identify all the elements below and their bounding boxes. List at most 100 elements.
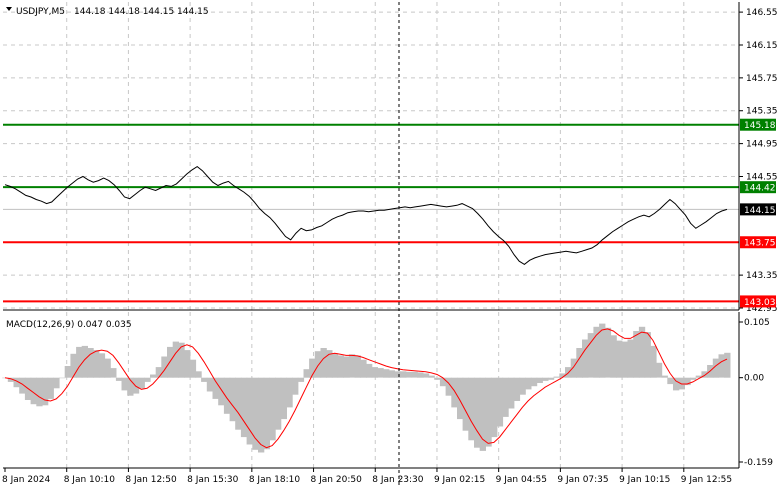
macd-bar bbox=[19, 377, 26, 394]
macd-bar bbox=[371, 367, 378, 378]
price-series-line bbox=[4, 165, 728, 266]
macd-bar bbox=[206, 377, 214, 392]
current-price-label: 144.15 bbox=[744, 206, 776, 216]
macd-bar bbox=[47, 377, 54, 399]
macd-bar bbox=[542, 377, 549, 381]
macd-bar bbox=[627, 339, 634, 378]
macd-bar bbox=[633, 331, 640, 378]
macd-bar bbox=[212, 377, 219, 399]
macd-bar bbox=[161, 356, 168, 378]
price-tick-label: 145.75 bbox=[746, 74, 778, 84]
time-tick-label: 9 Jan 10:15 bbox=[619, 475, 670, 485]
level-tag-label: 143.75 bbox=[744, 239, 776, 249]
macd-bar bbox=[252, 377, 259, 450]
macd-bar bbox=[582, 339, 589, 378]
price-panel: 146.55 146.15 145.75 145.35 144.95 144.55 143.… bbox=[3, 2, 778, 314]
macd-bar bbox=[195, 371, 202, 378]
macd-bar bbox=[724, 352, 731, 378]
price-tick-label: 145.35 bbox=[746, 107, 778, 117]
macd-axis-ticks: 0.105 0.00 -0.159 bbox=[739, 318, 773, 468]
macd-bar bbox=[201, 377, 208, 382]
macd-bar bbox=[331, 353, 339, 378]
macd-bar bbox=[184, 350, 191, 378]
macd-bar bbox=[87, 348, 94, 378]
macd-bar bbox=[650, 345, 657, 378]
macd-bar bbox=[479, 377, 486, 451]
macd-bar bbox=[644, 332, 651, 378]
macd-bar bbox=[400, 371, 407, 378]
macd-bar bbox=[13, 377, 20, 388]
macd-bar bbox=[360, 359, 367, 378]
macd-bar bbox=[64, 366, 71, 378]
symbol-label: USDJPY,M5 bbox=[16, 7, 65, 17]
macd-bar bbox=[661, 375, 668, 378]
macd-bar bbox=[297, 377, 305, 382]
macd-bar bbox=[610, 335, 617, 378]
macd-bar bbox=[280, 377, 287, 420]
macd-bar bbox=[343, 356, 350, 378]
macd-bar bbox=[638, 326, 646, 378]
ohlc-readout: 144.18 144.18 144.15 144.15 bbox=[74, 7, 209, 17]
macd-bar bbox=[292, 377, 299, 395]
macd-bar bbox=[547, 377, 555, 380]
macd-bar bbox=[155, 367, 162, 378]
macd-bar bbox=[559, 373, 566, 378]
macd-bar bbox=[30, 377, 37, 405]
price-levels bbox=[3, 123, 739, 303]
macd-bar bbox=[712, 358, 720, 378]
macd-panel: 0.105 0.00 -0.159 MACD(12,26,9) 0.047 0.03… bbox=[2, 312, 773, 469]
level-tag-label: 144.42 bbox=[744, 184, 776, 194]
macd-bar bbox=[70, 353, 77, 378]
price-tick-label: 142.95 bbox=[746, 304, 778, 314]
level-tag bbox=[740, 118, 776, 131]
price-tick-label: 144.95 bbox=[746, 140, 778, 150]
macd-bar bbox=[695, 375, 702, 378]
time-tick-label: 8 Jan 18:10 bbox=[249, 475, 301, 485]
macd-bar bbox=[536, 377, 543, 383]
macd-label: MACD(12,26,9) 0.047 0.035 bbox=[6, 320, 132, 330]
macd-bar bbox=[570, 358, 577, 378]
macd-bar bbox=[81, 345, 88, 378]
macd-tick-label: -0.159 bbox=[744, 458, 773, 468]
time-tick-label: 8 Jan 12:50 bbox=[125, 475, 177, 485]
price-tick-label: 146.15 bbox=[746, 41, 778, 51]
macd-bar bbox=[587, 333, 594, 378]
macd-bar bbox=[366, 363, 373, 378]
macd-bar bbox=[525, 377, 532, 390]
macd-bar bbox=[451, 377, 458, 408]
macd-bar bbox=[388, 370, 395, 378]
macd-bar bbox=[53, 377, 60, 389]
macd-bar bbox=[428, 375, 435, 378]
macd-bar bbox=[229, 377, 236, 422]
time-tick-label: 8 Jan 23:30 bbox=[372, 475, 424, 485]
macd-tick-label: 0.00 bbox=[744, 374, 764, 384]
time-tick-label: 9 Jan 07:35 bbox=[557, 475, 608, 485]
macd-bar bbox=[457, 377, 464, 420]
macd-bar bbox=[690, 377, 697, 380]
macd-bar bbox=[132, 377, 140, 394]
macd-bar bbox=[405, 371, 413, 378]
macd-bar bbox=[286, 377, 293, 408]
time-axis: 8 Jan 2024 8 Jan 10:10 8 Jan 12:50 8 Jan 15… bbox=[2, 468, 732, 485]
price-axis-ticks: 146.55 146.15 145.75 145.35 144.95 144.55 143.… bbox=[739, 8, 778, 314]
macd-bar bbox=[309, 358, 316, 378]
chart-header: USDJPY,M5 144.18 144.18 144.15 144.15 bbox=[6, 7, 209, 17]
macd-bar bbox=[513, 377, 521, 401]
macd-bar bbox=[263, 377, 270, 450]
macd-bar bbox=[383, 369, 390, 378]
macd-bar bbox=[377, 368, 384, 378]
macd-bar bbox=[411, 371, 418, 378]
macd-bar bbox=[422, 373, 430, 378]
macd-bar bbox=[474, 377, 481, 448]
macd-bar bbox=[508, 377, 515, 409]
macd-bar bbox=[502, 377, 509, 417]
symbol-dropdown-icon[interactable] bbox=[6, 7, 12, 11]
macd-bar bbox=[576, 348, 583, 378]
macd-bar bbox=[93, 350, 100, 378]
level-tag bbox=[740, 295, 776, 308]
macd-bar bbox=[445, 377, 452, 396]
price-tick-label: 144.55 bbox=[746, 172, 778, 182]
macd-bar bbox=[98, 353, 106, 378]
macd-bar bbox=[320, 348, 327, 378]
